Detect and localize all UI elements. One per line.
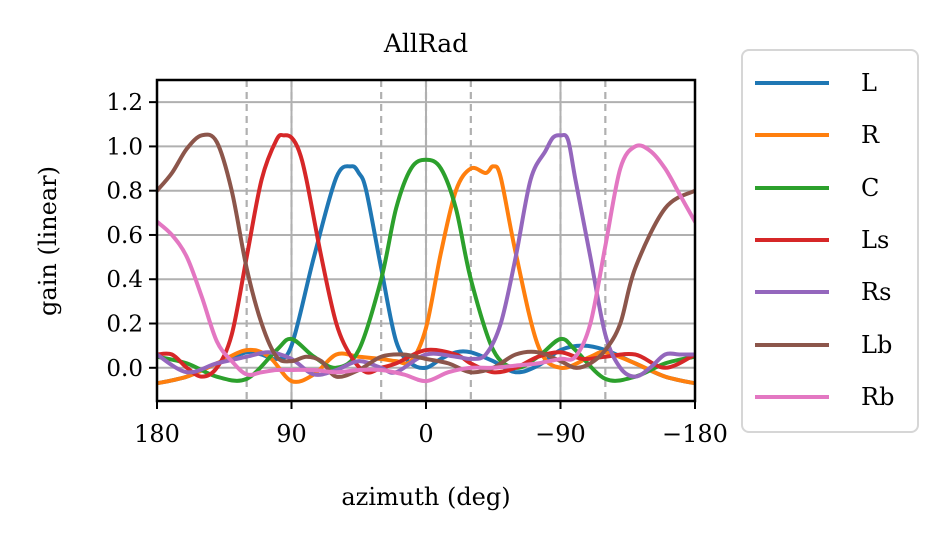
legend-item-Rb: Rb <box>755 382 894 412</box>
axes-layer: 0.0 0.2 0.4 0.6 0.8 1.0 1.2 180 90 0 −90 −180 <box>106 78 728 448</box>
y-tick-label-2: 0.4 <box>106 267 143 293</box>
x-tick-label-3: −90 <box>535 420 586 448</box>
legend-label-Rs: Rs <box>861 278 892 307</box>
x-tick-label-4: −180 <box>662 420 728 448</box>
legend-item-L: L <box>755 68 877 98</box>
legend-swatch-C <box>755 185 829 190</box>
series-line-Rs <box>157 132 695 379</box>
chart-title: AllRad <box>383 29 468 58</box>
legend-item-Rs: Rs <box>755 277 891 307</box>
y-tick-label-4: 0.8 <box>106 179 143 205</box>
legend-label-Lb: Lb <box>861 330 893 359</box>
y-tick-label-5: 1.0 <box>106 134 143 160</box>
legend-label-R: R <box>861 121 880 150</box>
x-axis-label: azimuth (deg) <box>341 483 510 511</box>
legend-swatch-Rs <box>755 290 829 295</box>
legend-label-Rb: Rb <box>861 382 895 411</box>
y-tick-label-3: 0.6 <box>106 223 143 249</box>
x-tick-label-0: 180 <box>134 420 180 448</box>
legend-item-Ls: Ls <box>755 225 889 255</box>
series-line-Ls <box>157 132 695 379</box>
series-line-R <box>157 164 695 386</box>
series-line-Lb <box>157 132 695 379</box>
y-tick-label-6: 1.2 <box>106 90 143 116</box>
legend-label-L: L <box>861 69 877 97</box>
legend-label-Ls: Ls <box>861 225 890 254</box>
legend-label-C: C <box>861 173 880 202</box>
y-tick-label-1: 0.2 <box>106 312 143 338</box>
series-line-C <box>157 157 695 383</box>
legend-item-Lb: Lb <box>755 330 892 360</box>
legend-item-C: C <box>755 173 879 203</box>
legend-swatch-Rb <box>755 394 829 399</box>
legend-swatch-R <box>755 133 829 138</box>
x-tick-label-2: 0 <box>418 420 433 448</box>
y-axis-label: gain (linear) <box>34 166 62 316</box>
legend-item-R: R <box>755 120 879 150</box>
y-tick-label-0: 0.0 <box>106 356 143 382</box>
series-line-Rb <box>157 143 695 384</box>
legend-swatch-Ls <box>755 237 829 242</box>
x-tick-label-1: 90 <box>276 420 307 448</box>
legend: L R C Ls Rs Lb Rb <box>741 49 919 433</box>
legend-swatch-Lb <box>755 342 829 347</box>
legend-swatch-L <box>755 81 829 85</box>
series-layer <box>157 132 695 386</box>
